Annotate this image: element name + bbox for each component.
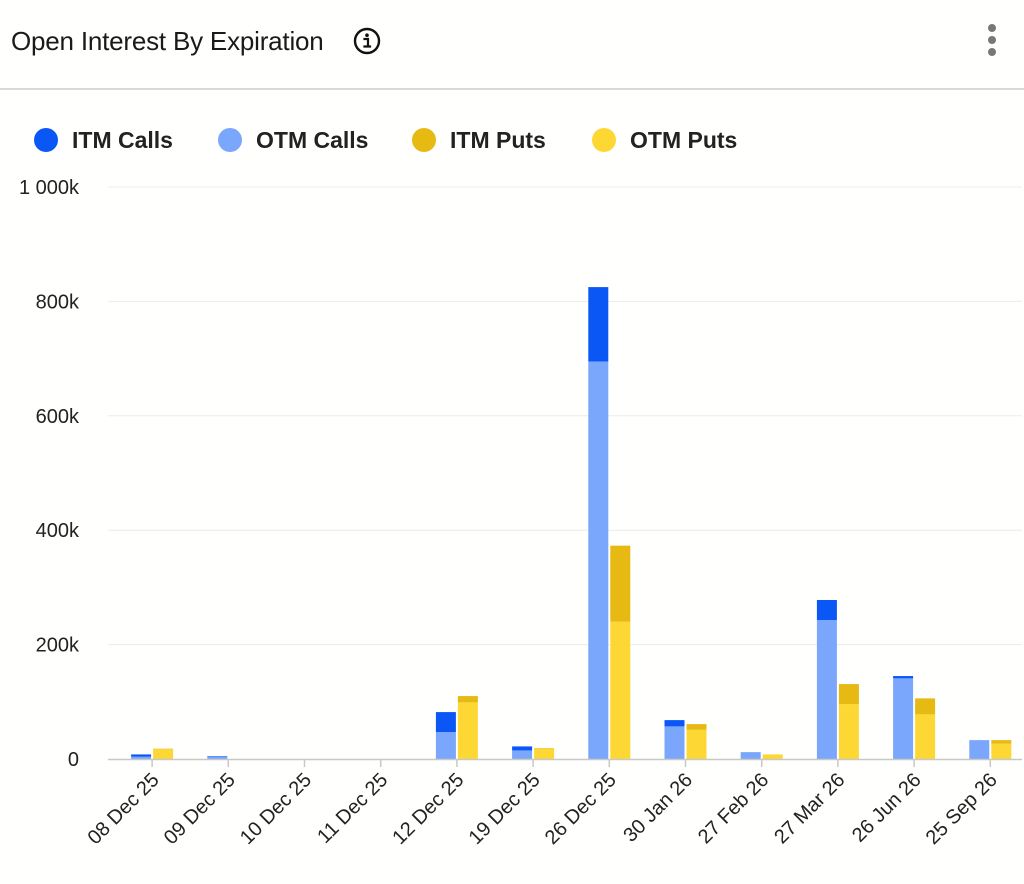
legend-dot-itm-calls <box>34 128 58 152</box>
bar-itm-calls-26-jun-26[interactable] <box>893 676 914 679</box>
bar-otm-puts-08-dec-25[interactable] <box>153 749 174 759</box>
bar-otm-calls-26-dec-25[interactable] <box>588 361 609 759</box>
legend-label: OTM Puts <box>630 126 738 153</box>
legend-item-itm-puts[interactable]: ITM Puts <box>412 124 546 156</box>
chart-header: Open Interest By Expiration <box>0 0 1024 90</box>
x-tick-label: 19 Dec 25 <box>465 769 545 849</box>
y-tick-label: 600k <box>36 406 80 428</box>
bar-itm-calls-12-dec-25[interactable] <box>435 712 456 733</box>
legend-label: ITM Calls <box>72 126 173 153</box>
x-tick-label: 27 Mar 26 <box>770 769 849 848</box>
bar-otm-puts-27-feb-26[interactable] <box>762 754 783 759</box>
bar-itm-calls-19-dec-25[interactable] <box>512 746 533 751</box>
x-tick-label: 25 Sep 26 <box>922 769 1002 849</box>
x-tick-label: 26 Jun 26 <box>848 769 926 847</box>
x-tick-label: 27 Feb 26 <box>694 769 773 848</box>
bar-otm-calls-26-jun-26[interactable] <box>893 678 914 759</box>
x-tick-label: 11 Dec 25 <box>313 769 392 848</box>
bar-otm-puts-25-sep-26[interactable] <box>991 743 1012 759</box>
y-tick-label: 400k <box>36 520 80 542</box>
bar-itm-puts-08-dec-25[interactable] <box>153 748 174 750</box>
legend-dot-itm-puts <box>412 128 436 152</box>
bar-otm-puts-26-dec-25[interactable] <box>610 621 631 759</box>
y-tick-label: 1 000k <box>19 177 80 199</box>
bar-otm-calls-08-dec-25[interactable] <box>131 756 152 759</box>
bar-itm-puts-26-dec-25[interactable] <box>610 545 631 622</box>
bar-otm-calls-30-jan-26[interactable] <box>664 726 685 759</box>
bar-itm-puts-19-dec-25[interactable] <box>534 748 555 749</box>
chart-title: Open Interest By Expiration <box>11 26 324 56</box>
y-tick-label: 200k <box>36 635 80 657</box>
bar-itm-calls-09-dec-25[interactable] <box>207 756 228 757</box>
bar-itm-puts-27-mar-26[interactable] <box>838 684 859 705</box>
info-icon[interactable] <box>353 27 381 55</box>
bar-itm-calls-30-jan-26[interactable] <box>664 720 685 727</box>
legend-item-otm-calls[interactable]: OTM Calls <box>218 124 368 156</box>
x-tick-label: 30 Jan 26 <box>619 769 697 847</box>
legend-item-otm-puts[interactable]: OTM Puts <box>592 124 737 156</box>
bar-itm-calls-27-mar-26[interactable] <box>816 599 837 621</box>
bar-otm-puts-26-jun-26[interactable] <box>915 714 936 759</box>
bar-otm-calls-19-dec-25[interactable] <box>512 750 533 759</box>
bar-itm-puts-30-jan-26[interactable] <box>686 724 707 730</box>
x-tick-label: 10 Dec 25 <box>236 769 316 849</box>
legend-item-itm-calls[interactable]: ITM Calls <box>34 124 173 156</box>
legend-label: ITM Puts <box>450 126 546 153</box>
bar-otm-calls-09-dec-25[interactable] <box>207 756 228 759</box>
bar-itm-calls-08-dec-25[interactable] <box>131 754 152 757</box>
bar-otm-puts-12-dec-25[interactable] <box>457 702 478 759</box>
bar-otm-calls-27-mar-26[interactable] <box>816 620 837 759</box>
bar-otm-calls-27-feb-26[interactable] <box>740 752 761 759</box>
legend-dot-otm-calls <box>218 128 242 152</box>
legend-dot-otm-puts <box>592 128 616 152</box>
bar-otm-puts-19-dec-25[interactable] <box>534 748 555 759</box>
bar-otm-calls-12-dec-25[interactable] <box>435 732 456 759</box>
bar-otm-calls-25-sep-26[interactable] <box>969 740 990 759</box>
y-tick-label: 800k <box>36 291 80 313</box>
x-tick-label: 09 Dec 25 <box>160 769 240 849</box>
x-tick-label: 26 Dec 25 <box>541 769 621 849</box>
x-tick-label: 08 Dec 25 <box>84 769 164 849</box>
y-tick-label: 0 <box>68 749 79 771</box>
x-tick-label: 12 Dec 25 <box>388 769 468 849</box>
bar-itm-puts-25-sep-26[interactable] <box>991 740 1012 744</box>
bar-itm-calls-26-dec-25[interactable] <box>588 287 609 362</box>
bar-otm-puts-30-jan-26[interactable] <box>686 729 707 759</box>
bar-otm-puts-27-mar-26[interactable] <box>838 704 859 759</box>
legend-label: OTM Calls <box>256 126 369 153</box>
bar-itm-puts-12-dec-25[interactable] <box>457 696 478 703</box>
more-vertical-icon[interactable] <box>979 22 1005 60</box>
bar-itm-puts-26-jun-26[interactable] <box>915 698 936 715</box>
